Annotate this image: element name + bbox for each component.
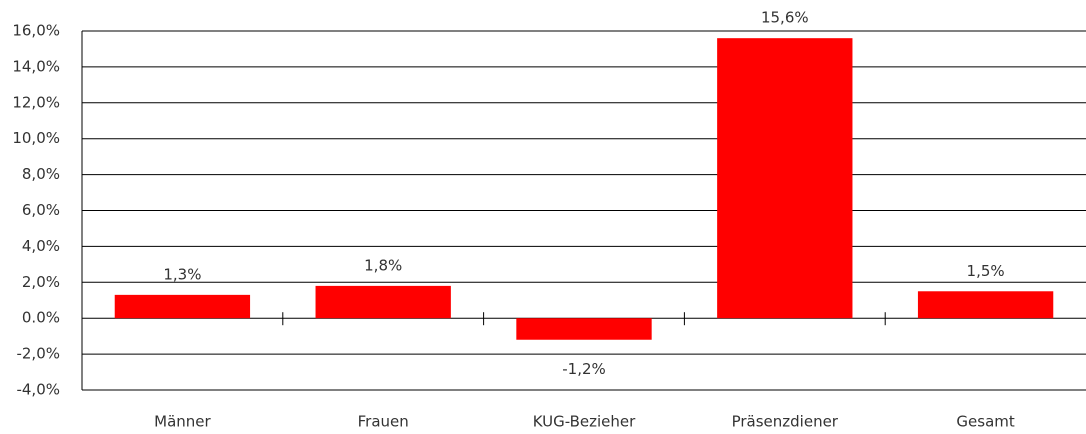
y-tick-label: 2,0% <box>22 273 60 291</box>
y-tick-label: 14,0% <box>12 57 60 75</box>
bar <box>315 285 451 319</box>
bar <box>114 294 251 319</box>
data-label: 1,3% <box>163 265 201 283</box>
bar <box>516 318 652 340</box>
y-tick-label: 6,0% <box>22 201 60 219</box>
y-tick-label: -2,0% <box>16 345 60 363</box>
x-tick-label: Gesamt <box>956 413 1014 431</box>
x-tick-label: Frauen <box>358 413 409 431</box>
y-tick-label: 16,0% <box>12 22 60 40</box>
y-tick-label: 12,0% <box>12 93 60 111</box>
x-tick-label: KUG-Bezieher <box>533 413 636 431</box>
data-label: 1,5% <box>967 262 1005 280</box>
y-tick-label: 0.0% <box>22 309 60 327</box>
y-tick-label: -4,0% <box>16 381 60 399</box>
y-tick-label: 8,0% <box>22 165 60 183</box>
data-label: -1,2% <box>562 360 606 378</box>
x-tick-label: Präsenzdiener <box>732 413 839 431</box>
y-tick-label: 4,0% <box>22 237 60 255</box>
bar <box>917 291 1054 319</box>
x-tick-label: Männer <box>154 413 211 431</box>
data-label: 1,8% <box>364 256 402 274</box>
y-tick-label: 10,0% <box>12 129 60 147</box>
bar <box>717 38 853 319</box>
data-label: 15,6% <box>761 9 809 27</box>
